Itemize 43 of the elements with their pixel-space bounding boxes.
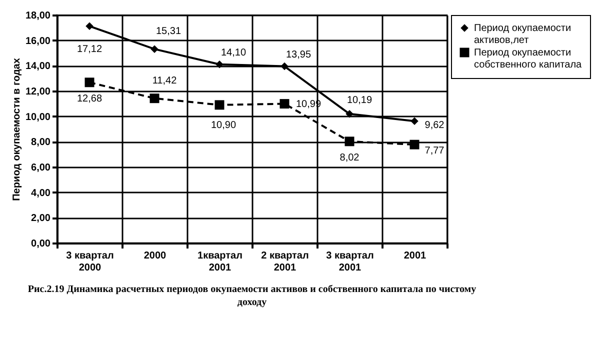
y-tick-label: 0,00 (31, 238, 51, 250)
data-label: 8,02 (340, 152, 360, 164)
y-axis-title: Период окупаемости в годах (11, 58, 22, 201)
data-label: 7,77 (424, 146, 445, 157)
legend-label: Период окупаемости активов,лет (474, 23, 572, 46)
data-label: 12,68 (76, 93, 102, 104)
data-label: 11,42 (152, 75, 178, 86)
x-tick-label: 1квартал 2001 (198, 250, 242, 274)
legend-label: Период окупаемости собственного капитала (474, 48, 582, 70)
y-tick-label: 8,00 (31, 137, 51, 148)
y-tick-label: 4,00 (31, 188, 51, 199)
x-tick-label: 3 квартал 2000 (66, 250, 114, 274)
data-label: 10,19 (346, 94, 372, 106)
point (410, 117, 418, 126)
point (346, 110, 354, 118)
point (216, 60, 224, 68)
data-label: 17,12 (76, 44, 102, 56)
point (280, 62, 288, 70)
point (84, 78, 94, 88)
data-label: 9,62 (424, 120, 445, 132)
x-tick-label: 2 квартал 2001 (261, 250, 309, 274)
data-label: 15,31 (156, 26, 182, 38)
data-label: 13,95 (286, 49, 312, 60)
point (344, 136, 354, 146)
data-label: 10,90 (210, 120, 236, 131)
y-tick-label: 14,00 (25, 61, 51, 72)
x-tick-label: 2001 (404, 250, 427, 262)
point (214, 100, 224, 110)
y-tick-label: 18,00 (25, 10, 51, 22)
point (150, 94, 160, 104)
y-tick-label: 6,00 (31, 162, 51, 174)
point (86, 22, 94, 30)
data-label: 14,10 (220, 47, 246, 58)
point (410, 140, 420, 150)
point (280, 99, 290, 109)
x-tick-label: 2000 (144, 250, 167, 262)
y-tick-label: 2,00 (31, 213, 51, 224)
y-tick-label: 10,00 (25, 112, 51, 123)
y-tick-label: 12,00 (25, 86, 51, 98)
y-tick-label: 16,00 (25, 36, 51, 47)
x-tick-label: 3 квартал 2001 (326, 250, 374, 274)
point (150, 45, 158, 53)
text: Рис.2.19 Динамика расчетных периодов окупаемости активов и собственного капитала по чистому доходу (28, 284, 476, 308)
